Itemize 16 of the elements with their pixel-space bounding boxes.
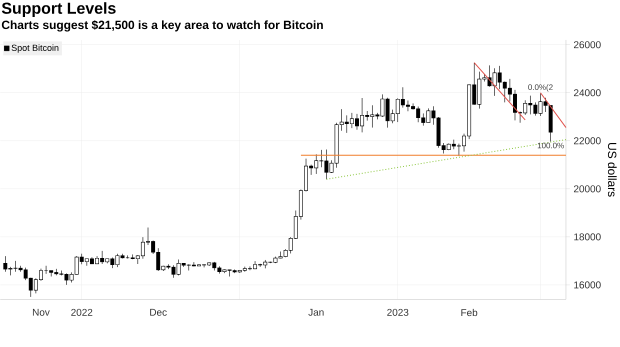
x-tick-label: 2023 xyxy=(387,308,408,316)
chart-title: Support Levels xyxy=(2,2,116,17)
y-tick-label: 22000 xyxy=(574,137,601,144)
y-tick-label: 24000 xyxy=(574,89,601,96)
x-tick-label: 2022 xyxy=(71,308,92,316)
y-tick-label: 18000 xyxy=(574,233,601,240)
x-tick-label: Feb xyxy=(461,308,478,316)
y-tick-label: 26000 xyxy=(574,41,601,48)
legend-label: Spot Bitcoin xyxy=(12,44,58,53)
chart-subtitle: Charts suggest $21,500 is a key area to watch for Bitcoin xyxy=(2,20,323,32)
y-axis-title: US dollars xyxy=(608,142,617,197)
y-tick-label: 16000 xyxy=(574,281,601,288)
y-tick-label: 20000 xyxy=(574,185,601,192)
x-tick-label: Nov xyxy=(32,308,50,316)
x-tick-label: Jan xyxy=(308,308,324,316)
x-tick-label: Dec xyxy=(150,308,167,316)
